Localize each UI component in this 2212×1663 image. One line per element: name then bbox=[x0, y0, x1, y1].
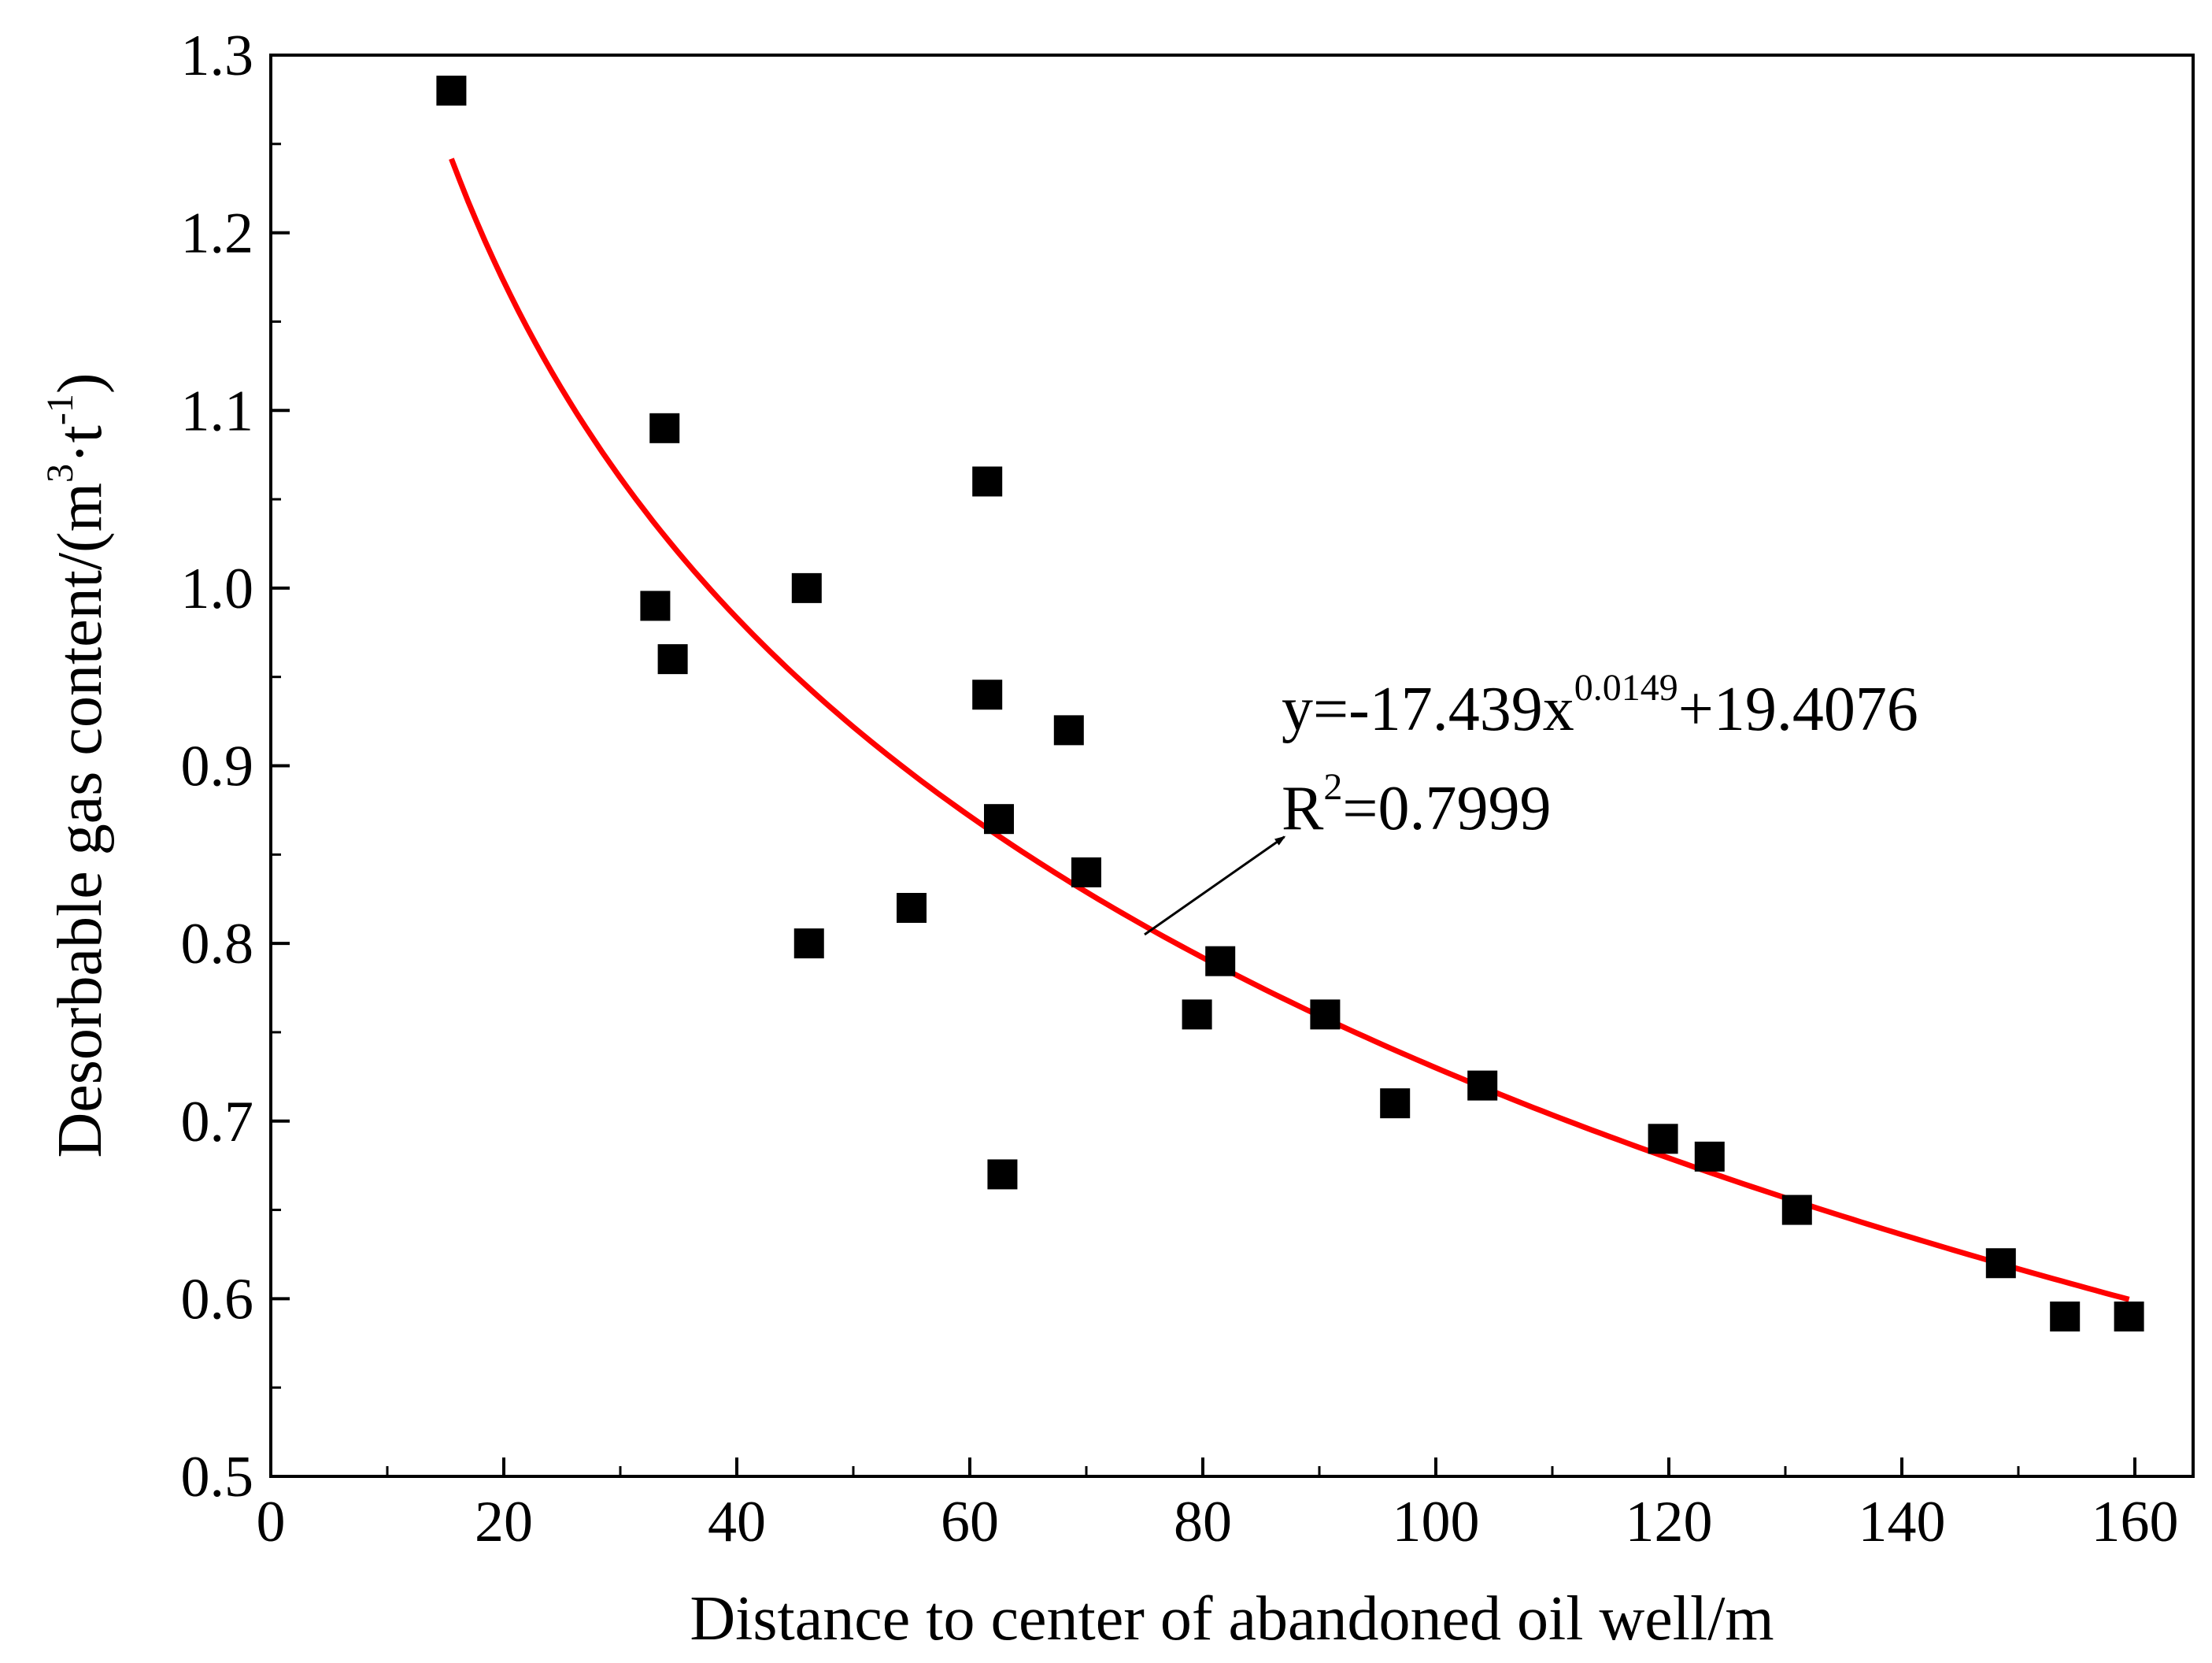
x-axis-label: Distance to center of abandoned oil well… bbox=[690, 1584, 1774, 1654]
x-tick-label: 80 bbox=[1174, 1490, 1232, 1554]
y-tick-label: 1.0 bbox=[181, 557, 254, 621]
x-tick-label: 140 bbox=[1859, 1490, 1946, 1554]
data-point bbox=[1053, 715, 1084, 746]
data-point bbox=[972, 466, 1003, 497]
y-axis-ticks: 0.5 0.6 0.7 0.8 0.9 1.0 1.1 1.2 1.3 bbox=[181, 24, 290, 1509]
data-point bbox=[1205, 946, 1236, 976]
fit-curve bbox=[449, 157, 2130, 1302]
fit-equation: y=-17.439x0.0149+19.4076 bbox=[1282, 667, 1918, 744]
y-tick-label: 0.7 bbox=[181, 1090, 254, 1154]
plot-frame bbox=[269, 54, 2195, 1478]
data-point bbox=[793, 928, 824, 959]
data-point bbox=[640, 591, 671, 621]
data-point bbox=[987, 1159, 1018, 1190]
x-tick-label: 60 bbox=[941, 1490, 999, 1554]
x-axis-ticks: 0 20 40 60 80 100 120 140 160 bbox=[257, 1457, 2179, 1554]
data-point bbox=[1071, 857, 1101, 887]
data-point bbox=[791, 572, 822, 603]
data-point bbox=[1182, 999, 1212, 1030]
y-tick-label: 0.9 bbox=[181, 735, 254, 799]
data-point bbox=[984, 804, 1014, 835]
y-tick-label: 1.2 bbox=[181, 202, 254, 266]
y-axis-label: Desorbable gas content/(m3·t-1) bbox=[39, 373, 115, 1158]
data-point bbox=[1648, 1124, 1678, 1154]
x-tick-label: 120 bbox=[1626, 1490, 1713, 1554]
data-point bbox=[972, 680, 1003, 710]
data-point bbox=[657, 644, 688, 675]
data-point bbox=[436, 76, 467, 106]
data-points bbox=[436, 76, 2144, 1332]
data-point bbox=[1467, 1070, 1498, 1101]
y-tick-label: 1.1 bbox=[181, 379, 254, 443]
data-point bbox=[1781, 1194, 1812, 1225]
data-point bbox=[1694, 1141, 1725, 1172]
x-tick-label: 160 bbox=[2092, 1490, 2179, 1554]
x-tick-label: 40 bbox=[708, 1490, 766, 1554]
y-tick-label: 0.6 bbox=[181, 1267, 254, 1332]
data-point bbox=[1380, 1088, 1411, 1119]
y-tick-label: 1.3 bbox=[181, 24, 254, 88]
data-point bbox=[1985, 1248, 2016, 1279]
data-point bbox=[2050, 1301, 2081, 1332]
r-squared: R2=0.7999 bbox=[1282, 766, 1551, 843]
annotation-arrow bbox=[1144, 835, 1286, 936]
x-tick-label: 100 bbox=[1393, 1490, 1480, 1554]
data-point bbox=[1310, 999, 1341, 1030]
data-point bbox=[649, 413, 680, 443]
y-tick-label: 0.8 bbox=[181, 912, 254, 976]
y-tick-label: 0.5 bbox=[181, 1445, 254, 1509]
data-point bbox=[2114, 1301, 2144, 1332]
x-tick-label: 20 bbox=[475, 1490, 533, 1554]
x-tick-label: 0 bbox=[257, 1490, 286, 1554]
data-point bbox=[897, 893, 927, 923]
